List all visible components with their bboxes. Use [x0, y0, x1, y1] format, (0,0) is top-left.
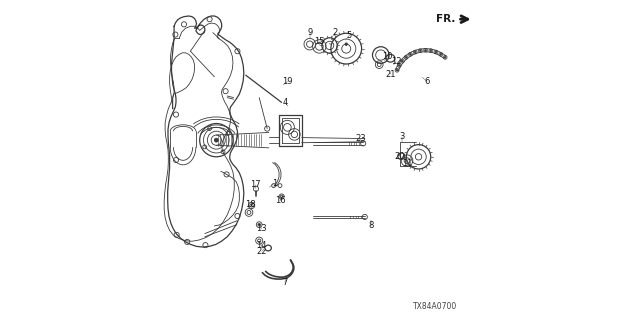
Circle shape — [419, 50, 421, 52]
Circle shape — [396, 69, 398, 71]
Circle shape — [444, 56, 446, 58]
Circle shape — [440, 53, 442, 55]
Text: 21: 21 — [386, 70, 396, 79]
Circle shape — [405, 56, 407, 58]
Circle shape — [425, 49, 426, 51]
Text: 8: 8 — [369, 221, 374, 230]
Text: 12: 12 — [391, 57, 401, 66]
Text: 20: 20 — [394, 152, 404, 161]
Text: 2: 2 — [333, 28, 338, 37]
Circle shape — [410, 53, 412, 55]
Text: 19: 19 — [282, 77, 292, 86]
Circle shape — [398, 65, 400, 67]
Text: 9: 9 — [307, 28, 312, 37]
Circle shape — [430, 50, 432, 52]
Text: 5: 5 — [347, 31, 352, 40]
Text: 7: 7 — [282, 278, 287, 287]
Text: 16: 16 — [275, 196, 285, 205]
Circle shape — [435, 51, 437, 53]
Circle shape — [401, 60, 403, 62]
Text: 14: 14 — [257, 241, 267, 250]
Text: TX84A0700: TX84A0700 — [413, 302, 458, 311]
Text: 15: 15 — [314, 37, 324, 46]
Circle shape — [414, 51, 416, 53]
Text: 4: 4 — [282, 98, 287, 107]
Circle shape — [345, 43, 348, 45]
Text: 10: 10 — [382, 52, 392, 61]
Text: 18: 18 — [245, 200, 255, 209]
Text: 17: 17 — [250, 180, 260, 189]
Text: 13: 13 — [257, 224, 267, 233]
Text: 3: 3 — [399, 132, 404, 141]
Text: 11: 11 — [402, 159, 412, 168]
Text: 23: 23 — [356, 134, 366, 143]
Text: 1: 1 — [272, 179, 277, 188]
Circle shape — [214, 138, 218, 142]
Text: FR.: FR. — [436, 14, 455, 24]
Text: 22: 22 — [257, 247, 267, 256]
Text: 6: 6 — [424, 77, 430, 86]
